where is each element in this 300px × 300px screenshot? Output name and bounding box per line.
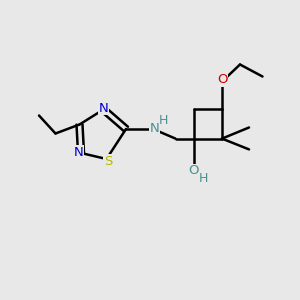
Text: H: H	[198, 172, 208, 185]
Text: N: N	[99, 101, 108, 115]
Text: S: S	[104, 155, 112, 168]
Text: N: N	[150, 122, 159, 135]
Text: H: H	[159, 114, 168, 127]
Text: O: O	[217, 73, 227, 86]
Text: O: O	[188, 164, 199, 178]
Text: N: N	[74, 146, 83, 159]
